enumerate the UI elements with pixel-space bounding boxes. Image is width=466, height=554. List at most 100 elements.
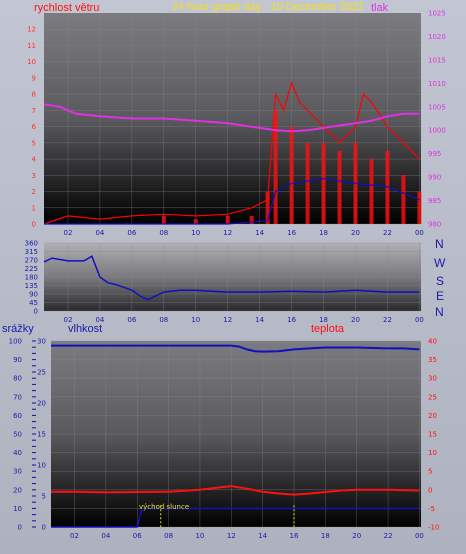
x-tick-label-2-2: 06 (127, 316, 136, 324)
y-tick-label-2-7: 315 (25, 248, 38, 256)
y-tick-label-1-12: 12 (27, 26, 36, 34)
y-precip-tick-label-4: 20 (37, 400, 46, 408)
y-precip-tick-label-6: 30 (37, 338, 46, 346)
wind-bar-4 (161, 215, 166, 224)
x-tick-label-3-10: 22 (384, 532, 393, 540)
y-right-tick-label-1-0: 980 (428, 221, 441, 229)
y-tick-label-3-10: 100 (9, 338, 22, 346)
wind-direction-line (43, 255, 420, 301)
y-tick-label-2-4: 180 (25, 274, 38, 282)
x-tick-label-3-6: 14 (258, 532, 267, 540)
direction-n: N (435, 237, 444, 251)
wind-bar-16 (385, 150, 390, 224)
y-temp-tick-label-7: 25 (428, 393, 437, 401)
x-tick-label-1-0: 02 (64, 229, 73, 237)
y-temp-tick-label-9: 35 (428, 356, 437, 364)
x-tick-label-3-11: 00 (415, 532, 424, 540)
y-precip-tick-label-5: 25 (37, 369, 46, 377)
y-right-tick-label-1-3: 995 (428, 150, 441, 158)
y-tick-label-3-9: 90 (13, 356, 22, 364)
y-precip-tick-label-2: 10 (37, 462, 46, 470)
wind-panel-bg (44, 13, 421, 224)
gust-line (43, 80, 420, 225)
x-tick-label-3-3: 08 (164, 532, 173, 540)
x-tick-label-2-6: 14 (255, 316, 264, 324)
precipitation-label: srážky (2, 323, 34, 335)
x-tick-label-1-10: 22 (383, 229, 392, 237)
y-tick-label-1-11: 11 (27, 42, 36, 50)
y-tick-label-2-3: 135 (25, 282, 38, 290)
y-tick-label-3-7: 70 (13, 393, 22, 401)
x-tick-label-1-8: 18 (319, 229, 328, 237)
x-tick-label-2-4: 10 (191, 316, 200, 324)
x-tick-label-1-3: 08 (159, 229, 168, 237)
y-tick-label-3-8: 80 (13, 375, 22, 383)
y-temp-tick-label-3: 5 (428, 468, 432, 476)
pressure-line (43, 103, 420, 133)
y-tick-label-2-6: 270 (25, 257, 38, 265)
x-tick-label-3-7: 16 (290, 532, 299, 540)
x-tick-label-1-2: 06 (127, 229, 136, 237)
x-tick-label-3-0: 02 (70, 532, 79, 540)
y-tick-label-3-0: 0 (18, 524, 22, 532)
y-right-tick-label-1-6: 1010 (428, 80, 446, 88)
y-tick-label-1-3: 3 (32, 172, 36, 180)
y-tick-label-1-0: 0 (32, 221, 36, 229)
y-tick-label-1-2: 2 (32, 188, 36, 196)
y-right-tick-label-1-7: 1015 (428, 56, 446, 64)
direction-w: W (434, 256, 446, 270)
y-right-tick-label-1-5: 1005 (428, 103, 446, 111)
y-precip-tick-label-0: 0 (42, 524, 46, 532)
y-temp-tick-label-5: 15 (428, 431, 437, 439)
y-temp-tick-label-1: -5 (428, 505, 435, 513)
y-tick-label-3-5: 50 (13, 431, 22, 439)
wind-bar-6 (225, 215, 230, 224)
wind-speed-label: rychlost větru (34, 2, 99, 14)
x-tick-label-2-1: 04 (95, 316, 104, 324)
y-tick-label-3-2: 20 (13, 486, 22, 494)
wind-bar-17 (401, 175, 406, 224)
y-temp-tick-label-0: -10 (428, 524, 439, 532)
x-tick-label-3-8: 18 (321, 532, 330, 540)
wind-bar-5 (193, 219, 198, 224)
wind-bar-7 (249, 215, 254, 224)
wind-bar-11 (305, 142, 310, 224)
x-tick-label-1-5: 12 (223, 229, 232, 237)
y-right-tick-label-1-2: 990 (428, 174, 441, 182)
x-tick-label-3-1: 04 (101, 532, 110, 540)
pressure-label: tlak (371, 2, 389, 14)
x-tick-label-2-9: 20 (351, 316, 360, 324)
wind-average-line (44, 177, 420, 225)
precipitation-line (51, 507, 420, 528)
sunrise-label: východ slunce (139, 503, 189, 511)
wind-bar-15 (369, 159, 374, 224)
wind-bar-8 (265, 191, 270, 224)
y-temp-tick-label-2: 0 (428, 486, 432, 494)
x-tick-label-2-0: 02 (64, 316, 73, 324)
x-tick-label-2-11: 00 (415, 316, 424, 324)
humidity-line (51, 344, 420, 353)
x-tick-label-2-7: 16 (287, 316, 296, 324)
y-precip-tick-label-1: 5 (42, 493, 46, 501)
y-tick-label-3-4: 40 (13, 449, 22, 457)
y-tick-label-1-8: 8 (32, 91, 36, 99)
x-tick-label-2-10: 22 (383, 316, 392, 324)
humidity-label: vlhkost (68, 323, 102, 335)
temperature-label: teplota (311, 323, 345, 335)
chart-title: 24 hour graph day : 10 December 2021 (172, 1, 364, 13)
wind-bar-12 (321, 142, 326, 224)
x-tick-label-2-5: 12 (223, 316, 232, 324)
x-tick-label-1-9: 20 (351, 229, 360, 237)
x-tick-label-1-1: 04 (95, 229, 104, 237)
y-tick-label-3-6: 60 (13, 412, 22, 420)
y-temp-tick-label-6: 20 (428, 412, 437, 420)
y-tick-label-1-7: 7 (32, 107, 36, 115)
y-right-tick-label-1-9: 1025 (428, 10, 446, 18)
wind-bar-13 (337, 150, 342, 224)
y-right-tick-label-1-8: 1020 (428, 33, 446, 41)
y-tick-label-1-6: 6 (32, 123, 37, 131)
y-tick-label-2-8: 360 (25, 240, 38, 248)
y-tick-label-1-1: 1 (32, 204, 36, 212)
